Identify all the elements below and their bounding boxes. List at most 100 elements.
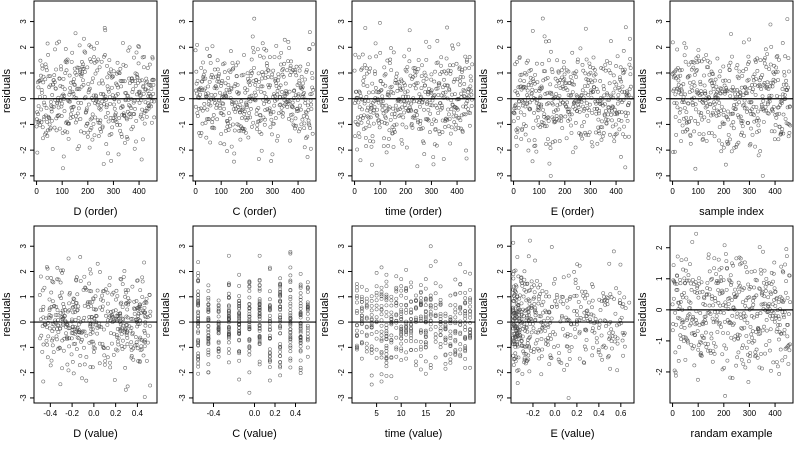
data-point	[279, 105, 284, 110]
data-point	[42, 100, 46, 105]
data-point	[359, 316, 364, 321]
data-point	[758, 149, 763, 154]
data-point	[56, 347, 61, 351]
data-point	[259, 89, 263, 94]
data-point	[453, 307, 458, 312]
data-points	[670, 231, 793, 398]
data-point	[618, 77, 623, 82]
data-point	[611, 90, 616, 95]
data-point	[286, 40, 291, 44]
data-point	[463, 311, 468, 316]
data-point	[781, 313, 786, 318]
data-point	[677, 119, 682, 124]
data-point	[528, 316, 533, 321]
y-tick-label: -3	[178, 172, 187, 180]
data-point	[358, 94, 363, 98]
data-point	[753, 144, 757, 149]
data-point	[774, 65, 778, 70]
data-point	[712, 106, 716, 110]
data-point	[60, 84, 65, 89]
data-point	[576, 105, 581, 110]
data-point	[73, 83, 77, 88]
data-point	[763, 284, 768, 289]
data-point	[681, 335, 686, 339]
data-point	[422, 152, 427, 157]
data-point	[547, 362, 552, 366]
data-point	[516, 355, 521, 360]
data-point	[74, 301, 79, 305]
data-point	[710, 294, 715, 299]
data-point	[749, 126, 753, 131]
data-point	[125, 93, 130, 98]
data-point	[77, 363, 82, 368]
data-point	[259, 84, 264, 89]
data-point	[728, 375, 733, 380]
data-point	[629, 84, 633, 89]
data-point	[423, 309, 428, 313]
data-point	[712, 351, 717, 356]
data-point	[45, 266, 50, 271]
data-point	[570, 50, 575, 55]
data-point	[135, 278, 139, 283]
data-point	[764, 86, 769, 91]
data-point	[106, 119, 111, 124]
data-point	[93, 294, 98, 299]
data-point	[449, 125, 454, 130]
data-point	[298, 348, 303, 353]
data-point	[776, 105, 780, 110]
data-point	[719, 149, 724, 154]
data-point	[216, 76, 220, 81]
data-point	[458, 305, 463, 310]
data-point	[386, 144, 391, 148]
data-point	[218, 106, 223, 111]
data-point	[522, 112, 527, 117]
data-point	[402, 99, 407, 104]
data-point	[405, 65, 410, 69]
data-point	[75, 147, 80, 151]
data-point	[118, 326, 123, 331]
data-point	[693, 166, 698, 171]
data-point	[767, 281, 771, 286]
data-point	[443, 337, 448, 342]
data-points	[37, 255, 153, 399]
data-point	[266, 68, 271, 73]
data-point	[512, 357, 516, 362]
data-point	[781, 112, 786, 117]
data-point	[143, 300, 148, 304]
data-point	[453, 277, 458, 282]
data-point	[352, 101, 357, 105]
data-point	[129, 106, 133, 110]
data-point	[463, 325, 468, 329]
data-point	[607, 331, 612, 336]
data-point	[605, 91, 609, 96]
data-point	[206, 297, 211, 302]
data-point	[699, 351, 703, 356]
data-point	[215, 58, 220, 63]
data-point	[377, 125, 382, 130]
data-point	[771, 271, 776, 276]
data-point	[543, 69, 547, 74]
data-point	[88, 127, 93, 132]
data-point	[622, 124, 626, 129]
data-point	[242, 53, 246, 57]
data-point	[515, 341, 520, 346]
data-point	[227, 90, 232, 95]
x-tick-label: 0	[34, 187, 39, 196]
data-point	[777, 337, 781, 342]
data-point	[84, 333, 89, 338]
data-point	[567, 296, 572, 301]
data-point	[522, 277, 527, 282]
data-point	[105, 309, 110, 314]
data-point	[786, 56, 791, 60]
data-point	[470, 97, 474, 102]
data-point	[519, 137, 524, 141]
data-point	[452, 77, 457, 82]
data-point	[134, 340, 139, 345]
data-point	[288, 345, 293, 350]
data-point	[704, 139, 709, 143]
data-point	[86, 130, 90, 135]
data-point	[241, 72, 246, 77]
data-point	[193, 48, 198, 53]
data-point	[737, 69, 742, 74]
data-point	[82, 303, 87, 308]
